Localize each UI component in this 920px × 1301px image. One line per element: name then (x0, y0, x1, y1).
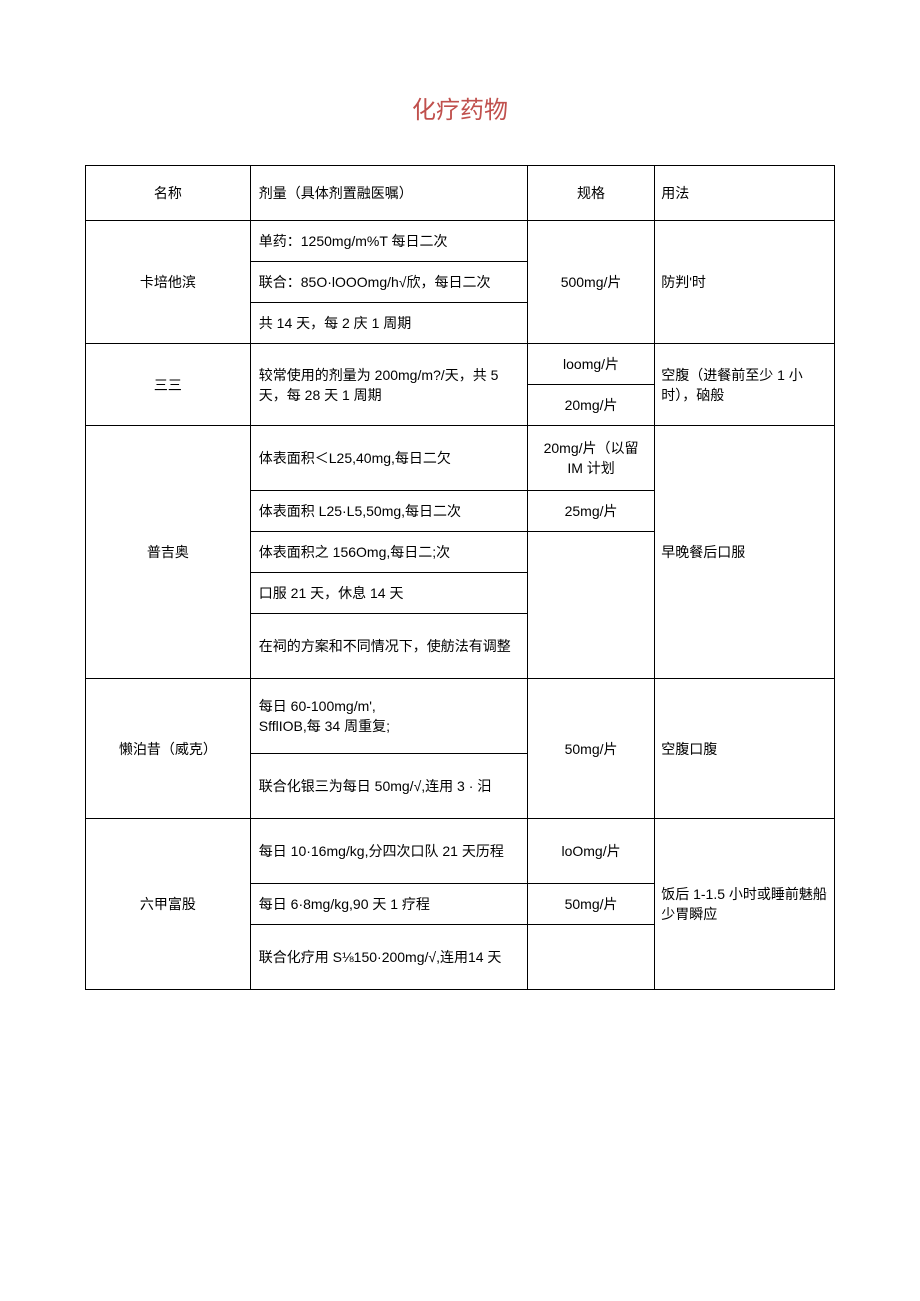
table-row: 卡培他滨 单药：1250mg/m%T 每日二次 500mg/片 防判'时 (86, 221, 835, 262)
spec-cell (527, 925, 654, 990)
header-dose: 剂量（具体剂置融医嘱） (250, 166, 527, 221)
spec-cell: loOmg/片 (527, 819, 654, 884)
usage-cell: 饭后 1-1.5 小时或睡前魅船少胃瞬应 (655, 819, 835, 990)
spec-cell: 20mg/片 (527, 385, 654, 426)
table-header-row: 名称 剂量（具体剂置融医嘱） 规格 用法 (86, 166, 835, 221)
dose-cell: 体表面积 L25·L5,50mg,每日二次 (250, 491, 527, 532)
dose-cell: 联合：85O·lOOOmg/h√欣，每日二次 (250, 262, 527, 303)
dose-cell: 在祠的方案和不同情况下，使舫法有调整 (250, 614, 527, 679)
dose-cell: 单药：1250mg/m%T 每日二次 (250, 221, 527, 262)
dose-cell: 每日 10·16mg/kg,分四次口队 21 天历程 (250, 819, 527, 884)
spec-cell: 50mg/片 (527, 679, 654, 819)
spec-cell (527, 532, 654, 679)
usage-cell: 早晚餐后口服 (655, 426, 835, 679)
drug-name-cell: 普吉奥 (86, 426, 251, 679)
header-name: 名称 (86, 166, 251, 221)
spec-cell: 20mg/片（以留 IM 计划 (527, 426, 654, 491)
table-row: 普吉奥 体表面积＜L25,40mg,每日二欠 20mg/片（以留 IM 计划 早… (86, 426, 835, 491)
spec-cell: loomg/片 (527, 344, 654, 385)
table-row: 六甲富股 每日 10·16mg/kg,分四次口队 21 天历程 loOmg/片 … (86, 819, 835, 884)
dose-cell: 口服 21 天，休息 14 天 (250, 573, 527, 614)
dose-line: 每日 60-100mg/m', (259, 696, 521, 716)
dose-cell: 体表面积＜L25,40mg,每日二欠 (250, 426, 527, 491)
usage-cell: 空腹口腹 (655, 679, 835, 819)
dose-cell: 联合化银三为每日 50mg/√,连用 3 · 汨 (250, 754, 527, 819)
header-usage: 用法 (655, 166, 835, 221)
dose-cell: 较常使用的剂量为 200mg/m?/天，共 5 天，每 28 天 1 周期 (250, 344, 527, 426)
dose-cell: 联合化疗用 S⅛150·200mg/√,连用14 天 (250, 925, 527, 990)
drug-name-cell: 三三 (86, 344, 251, 426)
table-row: 三三 较常使用的剂量为 200mg/m?/天，共 5 天，每 28 天 1 周期… (86, 344, 835, 385)
drug-name-cell: 懒泊昔（威克） (86, 679, 251, 819)
dose-cell: 每日 60-100mg/m', SfflIOB,每 34 周重复; (250, 679, 527, 754)
spec-cell: 500mg/片 (527, 221, 654, 344)
drug-name-cell: 六甲富股 (86, 819, 251, 990)
usage-cell: 空腹（进餐前至少 1 小时），硇般 (655, 344, 835, 426)
dose-cell: 每日 6·8mg/kg,90 天 1 疗程 (250, 884, 527, 925)
dose-cell: 体表面积之 156Omg,每日二;次 (250, 532, 527, 573)
spec-cell: 50mg/片 (527, 884, 654, 925)
table-row: 懒泊昔（威克） 每日 60-100mg/m', SfflIOB,每 34 周重复… (86, 679, 835, 754)
dose-cell: 共 14 天，每 2 庆 1 周期 (250, 303, 527, 344)
page-title: 化疗药物 (85, 90, 835, 125)
usage-cell: 防判'时 (655, 221, 835, 344)
drug-name-cell: 卡培他滨 (86, 221, 251, 344)
dose-line: SfflIOB,每 34 周重复; (259, 716, 521, 736)
chemo-drugs-table: 名称 剂量（具体剂置融医嘱） 规格 用法 卡培他滨 单药：1250mg/m%T … (85, 165, 835, 990)
spec-cell: 25mg/片 (527, 491, 654, 532)
header-spec: 规格 (527, 166, 654, 221)
